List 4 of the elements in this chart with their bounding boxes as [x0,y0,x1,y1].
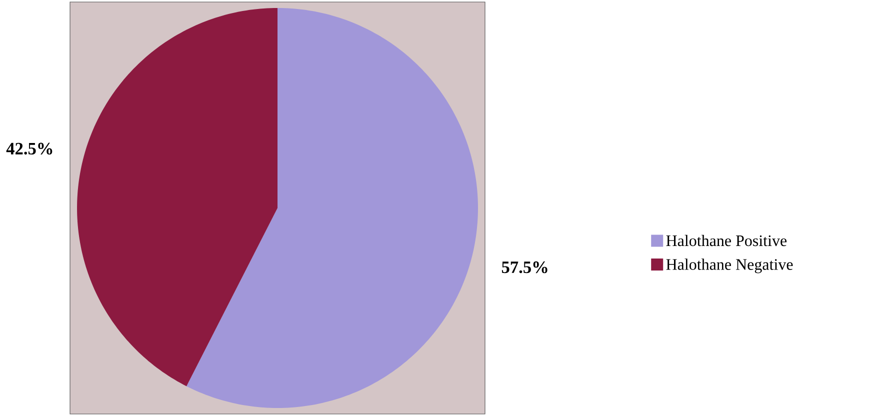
data-label: 57.5% [502,261,548,274]
legend-label: Halothane Positive [666,234,787,246]
data-label: 42.5% [6,142,52,155]
legend-label: Halothane Negative [666,258,793,274]
